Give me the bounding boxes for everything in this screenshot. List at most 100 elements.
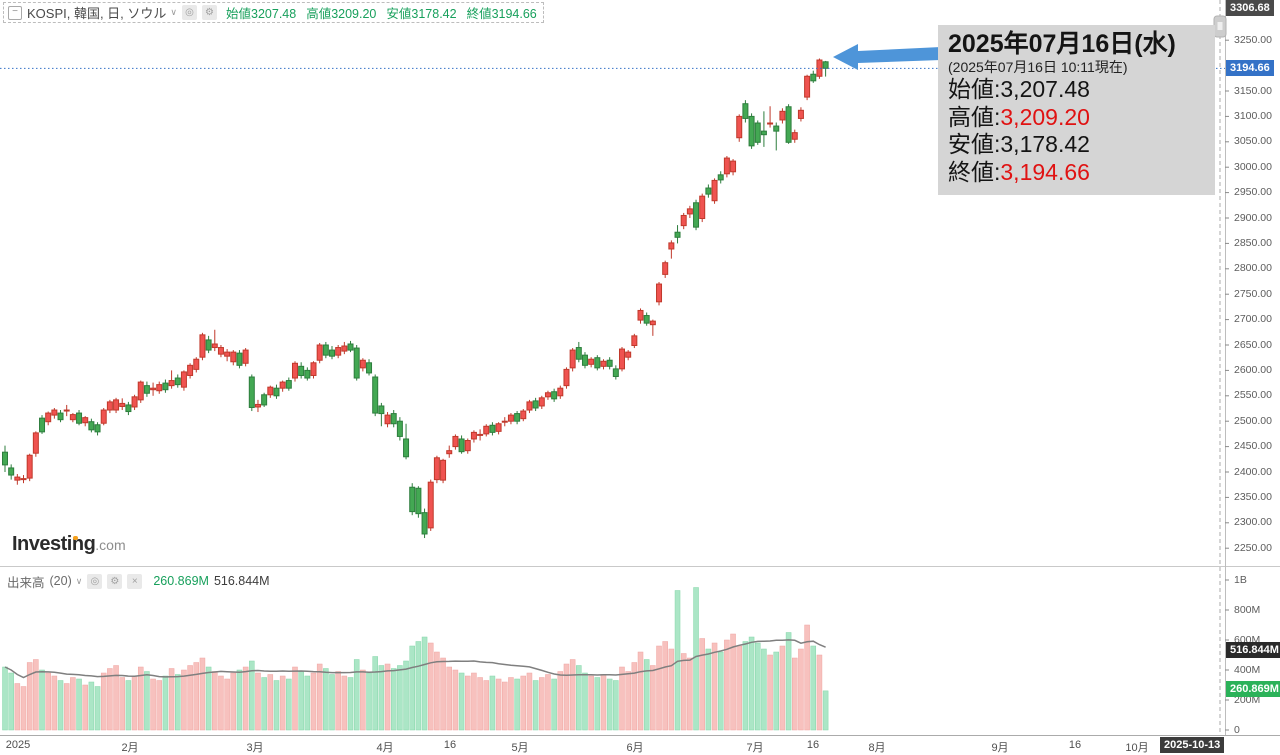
price-tick-label: 3150.00 <box>1234 84 1272 97</box>
volume-bar <box>489 675 496 731</box>
volume-bar <box>261 677 267 731</box>
chevron-down-icon[interactable]: ∨ <box>170 7 178 17</box>
annotation-row-label: 安値: <box>948 131 1001 157</box>
header-ohlc-pair: 安値3178.42 <box>386 7 457 21</box>
candle-body <box>520 410 527 420</box>
volume-bar <box>218 675 224 731</box>
candle-body <box>477 433 484 436</box>
candle-body <box>335 347 342 356</box>
price-tick-label: 2950.00 <box>1234 186 1272 199</box>
candle-body <box>310 362 317 376</box>
volume-bar <box>748 636 755 731</box>
volume-legend[interactable]: 出来高 (20) ∨ ◎ ⚙ × 260.869M 516.844M <box>7 572 270 590</box>
annotation-row-value: 3,209.20 <box>1000 103 1090 130</box>
eye-icon[interactable]: ◎ <box>182 5 198 20</box>
candle-body <box>686 208 693 215</box>
volume-bar <box>298 671 304 731</box>
candle-body <box>736 115 743 139</box>
volume-bar <box>680 653 687 731</box>
candle-body <box>693 202 700 228</box>
price-axis[interactable]: 3250.00 3150.00 3100.00 3050.00 3000.00 2950.… <box>1225 0 1280 736</box>
candle-body <box>396 420 403 437</box>
volume-bar <box>205 666 212 731</box>
volume-bar <box>107 668 113 731</box>
volume-bar <box>14 683 21 731</box>
volume-bar <box>724 639 730 731</box>
candle-body <box>452 435 459 448</box>
volume-bar <box>761 648 767 731</box>
candle-body <box>248 376 255 408</box>
candle-body <box>156 384 163 392</box>
candle-body <box>723 157 730 175</box>
volume-title[interactable]: 出来高 <box>7 575 45 590</box>
symbol-title[interactable]: KOSPI, 韓国, 日, ソウル <box>27 6 167 21</box>
candle-body <box>45 412 52 423</box>
volume-bar <box>650 665 656 731</box>
volume-bar <box>508 677 514 731</box>
time-tick-label: 8月 <box>868 742 886 754</box>
candle-body <box>637 309 644 321</box>
volume-bar <box>316 663 323 731</box>
candle-body <box>569 349 576 369</box>
volume-bar <box>730 633 736 731</box>
volume-bar <box>292 666 298 731</box>
volume-bar <box>94 686 101 731</box>
volume-bar <box>545 674 551 731</box>
volume-bar <box>175 674 181 731</box>
candle-body <box>242 349 249 364</box>
candle-body <box>674 231 681 238</box>
volume-bar <box>767 654 773 731</box>
candle-body <box>649 320 656 326</box>
candle-body <box>680 214 687 227</box>
gear-icon[interactable]: ⚙ <box>107 573 123 589</box>
price-tick-label: 3050.00 <box>1234 135 1272 148</box>
legend-collapse-icon[interactable]: − <box>8 5 22 20</box>
volume-bar <box>631 662 638 731</box>
volume-bar <box>236 669 243 731</box>
candle-body <box>137 381 144 401</box>
candle-body <box>606 359 613 367</box>
chevron-down-icon[interactable]: ∨ <box>75 575 83 586</box>
volume-bar <box>662 641 668 731</box>
volume-bar <box>353 659 360 731</box>
time-tick-label: 16 <box>806 739 820 751</box>
volume-bar <box>88 681 95 731</box>
crosshair-handle-grip <box>1217 22 1223 30</box>
volume-bar <box>816 654 823 731</box>
candle-body <box>551 391 558 400</box>
time-axis[interactable]: 2025 2月 3月 4月 16 5月 6月 7月 16 8月 9月 16 10月 <box>0 735 1280 755</box>
candle-body <box>631 335 638 347</box>
candle-body <box>489 424 496 433</box>
candle-body <box>699 195 706 220</box>
price-tick-label: 2850.00 <box>1234 236 1272 249</box>
volume-bar <box>576 665 582 731</box>
annotation-rows: 始値:3,207.48 高値:3,209.20 安値:3,178.42 終値:3,19… <box>948 76 1205 186</box>
volume-bar <box>341 675 348 731</box>
gear-icon[interactable]: ⚙ <box>202 5 218 20</box>
candle-body <box>668 242 675 250</box>
volume-bar <box>267 674 274 731</box>
volume-bar <box>514 678 520 731</box>
volume-bar <box>711 642 718 731</box>
time-tick-label: 2025 <box>5 739 31 751</box>
ohlc-annotation-box: 2025年07月16日(水) (2025年07月16日 10:11現在) 始値:… <box>938 25 1215 195</box>
annotation-row-value: 3,178.42 <box>1000 131 1090 157</box>
candle-body <box>187 364 194 376</box>
volume-bar <box>26 662 33 731</box>
close-icon[interactable]: × <box>127 573 143 589</box>
candle-body <box>341 345 348 352</box>
eye-icon[interactable]: ◎ <box>87 573 103 589</box>
price-legend[interactable]: − KOSPI, 韓国, 日, ソウル ∨ ◎ ⚙ 始値3207.48 高値320… <box>3 2 544 23</box>
candle-body <box>612 368 619 377</box>
volume-bar <box>773 651 779 731</box>
volume-bar <box>625 671 631 731</box>
volume-bar <box>557 671 564 731</box>
candle-body <box>304 369 311 379</box>
annotation-row: 安値:3,178.42 <box>948 131 1205 159</box>
time-tick-label: 5月 <box>511 742 529 754</box>
candle-body <box>174 377 181 386</box>
volume-param: (20) <box>49 574 72 588</box>
volume-tick-label: 200M <box>1234 693 1261 706</box>
